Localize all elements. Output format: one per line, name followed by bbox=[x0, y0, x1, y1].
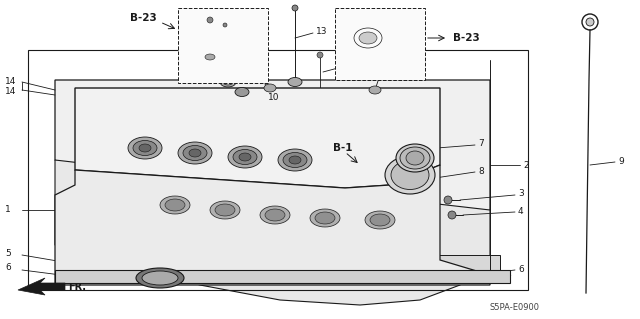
Ellipse shape bbox=[133, 140, 157, 155]
Text: 13: 13 bbox=[316, 26, 328, 35]
Circle shape bbox=[586, 18, 594, 26]
Circle shape bbox=[317, 52, 323, 58]
Polygon shape bbox=[55, 270, 510, 283]
Ellipse shape bbox=[183, 145, 207, 160]
Ellipse shape bbox=[288, 78, 302, 86]
Ellipse shape bbox=[391, 160, 429, 189]
Ellipse shape bbox=[365, 211, 395, 229]
Circle shape bbox=[223, 23, 227, 27]
Text: 8: 8 bbox=[478, 167, 484, 175]
Ellipse shape bbox=[220, 77, 236, 87]
Ellipse shape bbox=[142, 271, 178, 285]
Ellipse shape bbox=[260, 206, 290, 224]
Polygon shape bbox=[55, 160, 490, 305]
Ellipse shape bbox=[228, 146, 262, 168]
Circle shape bbox=[292, 5, 298, 11]
Bar bbox=[28, 50, 528, 290]
Polygon shape bbox=[55, 165, 490, 285]
Text: 15: 15 bbox=[383, 69, 394, 78]
Bar bbox=[335, 8, 425, 80]
Ellipse shape bbox=[165, 199, 185, 211]
Ellipse shape bbox=[396, 144, 434, 172]
Ellipse shape bbox=[205, 54, 215, 60]
Text: 1: 1 bbox=[5, 205, 11, 214]
Bar bbox=[178, 8, 268, 83]
Ellipse shape bbox=[264, 84, 276, 92]
Circle shape bbox=[448, 211, 456, 219]
Ellipse shape bbox=[385, 156, 435, 194]
Text: 6: 6 bbox=[5, 263, 11, 272]
Text: S5PA-E0900: S5PA-E0900 bbox=[490, 303, 540, 313]
Text: 9: 9 bbox=[618, 158, 624, 167]
Text: FR.: FR. bbox=[68, 282, 86, 292]
Ellipse shape bbox=[239, 153, 251, 161]
Text: 5: 5 bbox=[5, 249, 11, 257]
Text: 15: 15 bbox=[237, 68, 248, 77]
Ellipse shape bbox=[369, 86, 381, 94]
Circle shape bbox=[224, 14, 232, 22]
Ellipse shape bbox=[406, 151, 424, 165]
Polygon shape bbox=[55, 80, 490, 245]
Circle shape bbox=[444, 196, 452, 204]
Polygon shape bbox=[18, 278, 65, 295]
Polygon shape bbox=[75, 88, 440, 188]
Circle shape bbox=[207, 17, 213, 23]
Ellipse shape bbox=[160, 196, 190, 214]
Ellipse shape bbox=[315, 212, 335, 224]
Ellipse shape bbox=[233, 150, 257, 165]
Ellipse shape bbox=[139, 144, 151, 152]
Ellipse shape bbox=[278, 149, 312, 171]
Text: 10: 10 bbox=[268, 93, 280, 101]
Text: 7: 7 bbox=[478, 138, 484, 147]
Ellipse shape bbox=[289, 156, 301, 164]
Ellipse shape bbox=[215, 204, 235, 216]
Text: 11: 11 bbox=[341, 63, 353, 71]
Text: 14: 14 bbox=[5, 87, 17, 97]
Ellipse shape bbox=[265, 209, 285, 221]
Text: 12: 12 bbox=[251, 28, 262, 38]
Ellipse shape bbox=[178, 142, 212, 164]
Ellipse shape bbox=[283, 152, 307, 167]
Ellipse shape bbox=[210, 201, 240, 219]
Ellipse shape bbox=[370, 214, 390, 226]
Text: B-23: B-23 bbox=[453, 33, 480, 43]
Ellipse shape bbox=[128, 137, 162, 159]
Polygon shape bbox=[55, 255, 500, 270]
Text: 6: 6 bbox=[518, 265, 524, 275]
Ellipse shape bbox=[223, 79, 233, 85]
Text: 14: 14 bbox=[5, 78, 17, 86]
Text: 2: 2 bbox=[523, 160, 529, 169]
Text: 3: 3 bbox=[518, 189, 524, 197]
Ellipse shape bbox=[189, 149, 201, 157]
Text: B-1: B-1 bbox=[333, 143, 353, 153]
Ellipse shape bbox=[359, 32, 377, 44]
Ellipse shape bbox=[400, 147, 430, 169]
Text: B-23: B-23 bbox=[130, 13, 157, 23]
Ellipse shape bbox=[235, 87, 249, 97]
Ellipse shape bbox=[310, 209, 340, 227]
Text: 4: 4 bbox=[518, 207, 524, 217]
Ellipse shape bbox=[136, 268, 184, 288]
